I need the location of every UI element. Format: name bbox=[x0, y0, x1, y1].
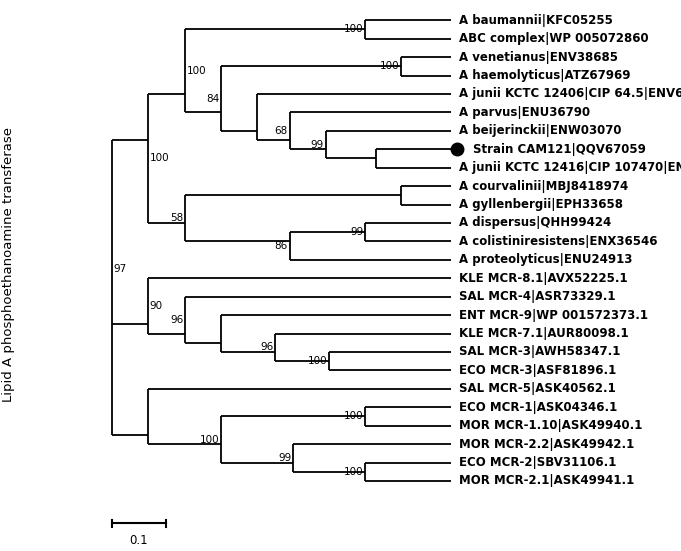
Text: 100: 100 bbox=[344, 24, 363, 35]
Text: A haemolyticus|ATZ67969: A haemolyticus|ATZ67969 bbox=[458, 69, 630, 82]
Text: 96: 96 bbox=[170, 315, 184, 325]
Text: ECO MCR-1|ASK04346.1: ECO MCR-1|ASK04346.1 bbox=[458, 401, 617, 414]
Text: 96: 96 bbox=[260, 342, 274, 353]
Text: 0.1: 0.1 bbox=[129, 534, 148, 548]
Text: 68: 68 bbox=[274, 126, 288, 136]
Text: A colistiniresistens|ENX36546: A colistiniresistens|ENX36546 bbox=[458, 235, 657, 248]
Text: A beijerinckii|ENW03070: A beijerinckii|ENW03070 bbox=[458, 125, 621, 137]
Text: A junii KCTC 12416|CIP 107470|ENV51826: A junii KCTC 12416|CIP 107470|ENV51826 bbox=[458, 161, 681, 174]
Text: 100: 100 bbox=[379, 61, 399, 71]
Text: MOR MCR-2.1|ASK49941.1: MOR MCR-2.1|ASK49941.1 bbox=[458, 474, 634, 488]
Text: ABC complex|WP 005072860: ABC complex|WP 005072860 bbox=[458, 32, 648, 45]
Text: ECO MCR-3|ASF81896.1: ECO MCR-3|ASF81896.1 bbox=[458, 364, 616, 377]
Text: Strain CAM121|QQV67059: Strain CAM121|QQV67059 bbox=[473, 143, 646, 156]
Text: A junii KCTC 12406|CIP 64.5|ENV66133: A junii KCTC 12406|CIP 64.5|ENV66133 bbox=[458, 88, 681, 100]
Text: A dispersus|QHH99424: A dispersus|QHH99424 bbox=[458, 217, 611, 229]
Text: SAL MCR-3|AWH58347.1: SAL MCR-3|AWH58347.1 bbox=[458, 345, 620, 359]
Text: 86: 86 bbox=[274, 241, 288, 251]
Text: A parvus|ENU36790: A parvus|ENU36790 bbox=[458, 106, 590, 119]
Text: ECO MCR-2|SBV31106.1: ECO MCR-2|SBV31106.1 bbox=[458, 456, 616, 469]
Text: 99: 99 bbox=[311, 139, 323, 150]
Text: 99: 99 bbox=[350, 227, 363, 237]
Text: KLE MCR-8.1|AVX52225.1: KLE MCR-8.1|AVX52225.1 bbox=[458, 272, 627, 285]
Text: MOR MCR-1.10|ASK49940.1: MOR MCR-1.10|ASK49940.1 bbox=[458, 419, 642, 432]
Text: A courvalinii|MBJ8418974: A courvalinii|MBJ8418974 bbox=[458, 180, 628, 193]
Text: A baumannii|KFC05255: A baumannii|KFC05255 bbox=[458, 14, 612, 27]
Text: 99: 99 bbox=[278, 453, 291, 463]
Text: 100: 100 bbox=[149, 154, 169, 164]
Text: 84: 84 bbox=[206, 94, 219, 104]
Text: A proteolyticus|ENU24913: A proteolyticus|ENU24913 bbox=[458, 253, 632, 266]
Text: 97: 97 bbox=[114, 264, 127, 274]
Text: 90: 90 bbox=[149, 301, 163, 311]
Text: MOR MCR-2.2|ASK49942.1: MOR MCR-2.2|ASK49942.1 bbox=[458, 437, 634, 451]
Text: SAL MCR-5|ASK40562.1: SAL MCR-5|ASK40562.1 bbox=[458, 382, 616, 395]
Text: SAL MCR-4|ASR73329.1: SAL MCR-4|ASR73329.1 bbox=[458, 290, 615, 303]
Text: A venetianus|ENV38685: A venetianus|ENV38685 bbox=[458, 51, 618, 63]
Text: 58: 58 bbox=[170, 213, 184, 223]
Text: 100: 100 bbox=[187, 66, 207, 76]
Text: 100: 100 bbox=[200, 435, 219, 445]
Text: 100: 100 bbox=[344, 467, 363, 477]
Text: A gyllenbergii|EPH33658: A gyllenbergii|EPH33658 bbox=[458, 198, 622, 211]
Text: ENT MCR-9|WP 001572373.1: ENT MCR-9|WP 001572373.1 bbox=[458, 309, 648, 322]
Text: Lipid A phosphoethanoamine transferase: Lipid A phosphoethanoamine transferase bbox=[2, 127, 16, 402]
Text: 100: 100 bbox=[344, 412, 363, 422]
Text: KLE MCR-7.1|AUR80098.1: KLE MCR-7.1|AUR80098.1 bbox=[458, 327, 628, 340]
Text: 100: 100 bbox=[308, 356, 328, 366]
